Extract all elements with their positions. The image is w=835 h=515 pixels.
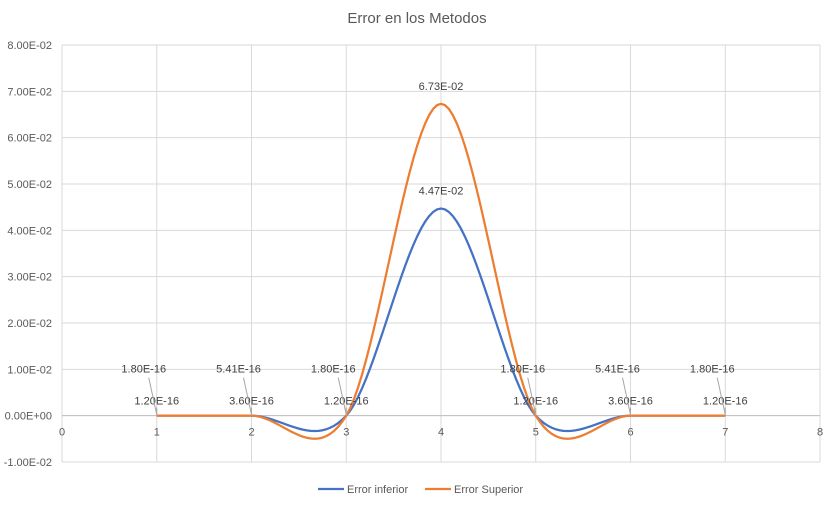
- data-label: 1.80E-16: [121, 364, 166, 376]
- data-label: 1.80E-16: [500, 364, 545, 376]
- data-label: 3.60E-16: [608, 396, 653, 408]
- data-label: 1.20E-16: [703, 396, 748, 408]
- label-leader-line: [527, 377, 537, 415]
- label-leader-line: [622, 377, 631, 415]
- y-tick-label: 4.00E-02: [7, 225, 52, 237]
- data-label: 1.20E-16: [513, 396, 558, 408]
- x-tick-label: 6: [627, 427, 633, 439]
- y-tick-label: 7.00E-02: [7, 86, 52, 98]
- data-label: 5.41E-16: [595, 364, 640, 376]
- legend-label: Error Superior: [454, 484, 523, 496]
- label-leader-line: [148, 377, 158, 415]
- label-leader-line: [337, 377, 347, 415]
- x-tick-label: 3: [343, 427, 349, 439]
- legend-item-error-inferior[interactable]: Error inferior: [318, 484, 408, 496]
- y-tick-label: 8.00E-02: [7, 40, 52, 52]
- data-label: 4.47E-02: [419, 186, 464, 198]
- x-tick-label: 8: [817, 427, 823, 439]
- data-label: 1.20E-16: [134, 396, 179, 408]
- x-tick-label: 5: [533, 427, 539, 439]
- y-tick-label: 5.00E-02: [7, 179, 52, 191]
- data-label: 1.80E-16: [311, 364, 356, 376]
- x-tick-label: 2: [248, 427, 254, 439]
- series-line-error-superior: [156, 102, 726, 440]
- legend-item-error-superior[interactable]: Error Superior: [425, 484, 523, 496]
- axis-layer: -1.00E-02 0.00E+00 1.00E-02 2.00E-02 3.00E-0…: [4, 40, 823, 469]
- data-label: 1.80E-16: [690, 364, 735, 376]
- legend[interactable]: Error inferior Error Superior: [318, 484, 523, 496]
- series-layer: [156, 102, 726, 440]
- y-tick-label: 0.00E+00: [5, 411, 52, 423]
- y-tick-label: 6.00E-02: [7, 133, 52, 145]
- y-tick-label: 1.00E-02: [7, 364, 52, 376]
- x-tick-label: 1: [154, 427, 160, 439]
- chart-title: Error en los Metodos: [347, 10, 486, 27]
- data-label: 1.20E-16: [324, 396, 369, 408]
- data-label: 5.41E-16: [216, 364, 261, 376]
- x-tick-label: 7: [722, 427, 728, 439]
- y-tick-label: 3.00E-02: [7, 272, 52, 284]
- x-tick-label: 0: [59, 427, 65, 439]
- y-tick-label: 2.00E-02: [7, 318, 52, 330]
- data-label-layer: 1.20E-16 3.60E-16 1.20E-16 4.47E-02 1.20E-16…: [121, 81, 748, 416]
- data-label: 3.60E-16: [229, 396, 274, 408]
- y-tick-label: -1.00E-02: [4, 457, 52, 469]
- label-leader-line: [243, 377, 252, 415]
- data-label: 6.73E-02: [419, 81, 464, 93]
- grid-layer: [61, 44, 821, 463]
- label-leader-line: [716, 377, 726, 415]
- legend-label: Error inferior: [347, 484, 408, 496]
- x-tick-label: 4: [438, 427, 444, 439]
